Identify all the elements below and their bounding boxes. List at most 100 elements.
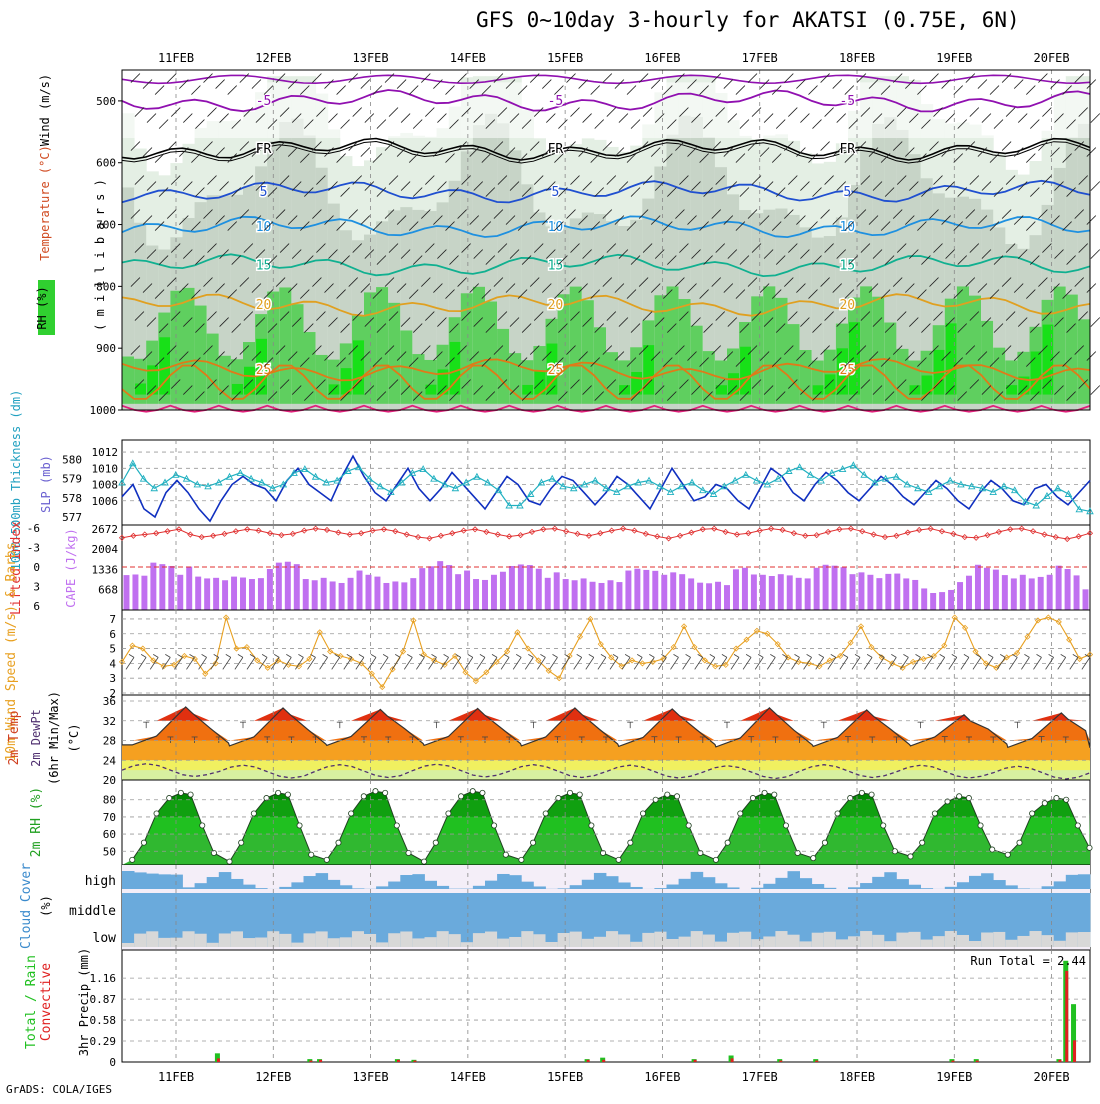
precip-bar-convective <box>309 1061 312 1062</box>
rh-gap <box>872 82 896 138</box>
rh-marker <box>492 823 497 828</box>
isotherm-label-20: 20 <box>839 298 855 313</box>
wind10m-barb-flag <box>371 654 376 657</box>
cape-bar <box>1047 575 1053 610</box>
cloud-low <box>279 934 292 947</box>
cloud-high <box>231 879 244 889</box>
cloud-high <box>896 879 909 889</box>
li-tick: 0 <box>33 561 40 574</box>
wind10m-barb-flag <box>298 654 303 657</box>
cape-bar <box>240 578 246 610</box>
wind10m-barb-flag <box>734 654 739 657</box>
rh-gap <box>921 82 945 138</box>
cloud-low <box>981 932 994 947</box>
ylabel-temp2m-d: (°C) <box>67 724 81 753</box>
cloud-high <box>788 871 801 889</box>
cape-bar <box>921 588 927 610</box>
cloud-high <box>473 886 486 889</box>
pressure-tick: 900 <box>96 342 116 355</box>
cloud-middle <box>376 893 389 947</box>
cloud-low <box>340 937 353 947</box>
wind10m-barb-flag <box>347 654 352 657</box>
cloud-high <box>606 876 619 889</box>
ylabel-cloud-units: (%) <box>39 895 53 917</box>
cape-bar <box>867 575 873 610</box>
cloud-high <box>703 877 716 889</box>
cloud-high <box>400 875 413 889</box>
wind10m-barb-flag <box>855 654 860 657</box>
thickness-tick: 578 <box>62 492 82 505</box>
rh-marker <box>567 790 572 795</box>
cloud-high <box>993 880 1006 889</box>
rh-shade-bright <box>849 322 860 394</box>
rh-shade-bright <box>813 385 824 394</box>
rh-gap <box>1017 82 1041 138</box>
wind10m-barb-flag <box>903 654 908 657</box>
rh-gap <box>340 82 364 138</box>
wind10m-barb-flag <box>444 654 449 657</box>
cape-bar <box>912 580 918 610</box>
wind10m-barb-flag <box>758 654 763 657</box>
cloud-high <box>134 872 147 889</box>
wind10m-barb <box>344 657 352 669</box>
cape-bar <box>195 577 201 610</box>
isotherm-label--5: -5 <box>839 94 855 109</box>
rh-shade-green <box>763 286 776 403</box>
cloud-high <box>207 877 220 889</box>
cape-bar <box>159 564 165 610</box>
date-label-bottom: 20FEB <box>1034 1070 1070 1084</box>
cape-bar <box>590 582 596 610</box>
rh-shade-green <box>800 350 813 404</box>
wind10m-barb-flag <box>674 654 679 657</box>
rh-marker <box>932 811 937 816</box>
wind10m-barb-flag <box>383 654 388 657</box>
rh-marker <box>543 811 548 816</box>
wind-barb <box>1091 386 1100 395</box>
cloud-low <box>703 935 716 947</box>
ylabel-cape: CAPE (J/kg) <box>64 528 78 607</box>
rh-marker <box>1017 840 1022 845</box>
cloud-low <box>763 936 776 947</box>
cloud-level-high: high <box>85 874 116 889</box>
cloud-low <box>836 939 849 947</box>
date-label-top: 12FEB <box>255 51 291 65</box>
wind10m-barb-flag <box>492 654 497 657</box>
wind10m-tick: 3 <box>109 672 116 685</box>
cloud-middle <box>800 893 813 947</box>
date-label-top: 20FEB <box>1034 51 1070 65</box>
rh-marker <box>762 790 767 795</box>
cloud-high <box>425 881 438 889</box>
precip-bar-convective <box>731 1058 734 1062</box>
cape-bar <box>903 578 909 610</box>
rh-shade-bright <box>522 385 533 395</box>
cloud-low <box>751 939 764 947</box>
cape-bar <box>670 572 676 610</box>
temp2m-tick: 36 <box>103 695 116 708</box>
date-label-top: 14FEB <box>450 51 486 65</box>
rh2m-tick: 60 <box>103 828 116 841</box>
ylabel-rh2m: 2m RH (%) <box>29 787 44 857</box>
cape-bar <box>177 575 183 610</box>
wind-barb <box>1091 114 1100 123</box>
rh-marker <box>470 789 475 794</box>
temp2m-tick: 32 <box>103 715 116 728</box>
cloud-high <box>679 879 692 889</box>
wind10m-tick: 5 <box>109 643 116 656</box>
rh-gap <box>170 82 194 138</box>
cloud-high <box>751 888 764 889</box>
precip-tick: 1.16 <box>90 972 117 985</box>
rh-marker <box>188 792 193 797</box>
cloud-high <box>195 883 208 889</box>
cloud-high <box>533 886 546 889</box>
rh-shade-green <box>872 297 885 404</box>
rh-gap <box>945 82 969 138</box>
cape-bar <box>608 580 614 610</box>
cloud-low <box>739 932 752 947</box>
ylabel-precip-convective: Convective <box>39 963 54 1041</box>
wind10m-barb-flag <box>710 654 715 657</box>
rh-marker <box>1005 852 1010 857</box>
wind10m-barb-flag <box>480 654 485 657</box>
rh-marker <box>978 823 983 828</box>
rh-shade-green <box>884 323 897 404</box>
